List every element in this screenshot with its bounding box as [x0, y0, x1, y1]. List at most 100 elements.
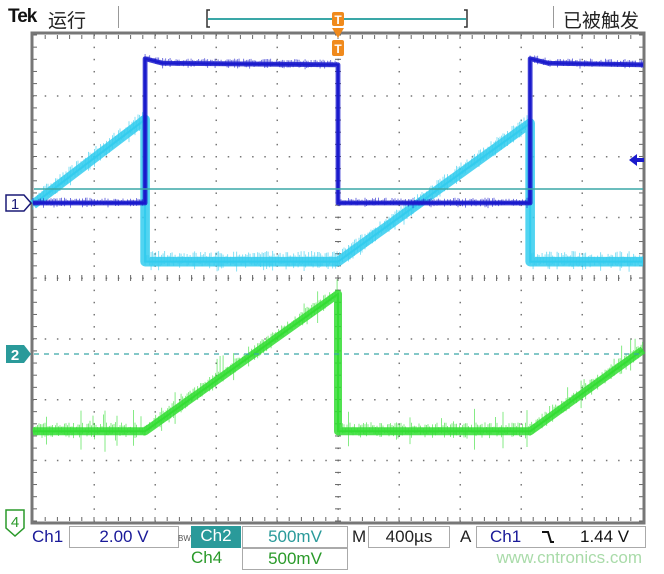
- grid-dot: [276, 168, 278, 170]
- grid-dot: [276, 216, 278, 219]
- trigger-level-arrow-icon[interactable]: [629, 154, 644, 166]
- trace-ch1: [32, 54, 644, 209]
- grid-dot: [69, 216, 71, 219]
- grid-dot: [459, 289, 461, 292]
- grid-dot: [581, 301, 583, 304]
- grid-dot: [398, 289, 400, 292]
- ch4-ground-marker[interactable]: 4: [5, 509, 25, 538]
- grid-dot: [410, 156, 413, 158]
- grid-dot: [215, 216, 217, 219]
- grid-dot: [520, 508, 522, 510]
- ch2-ground-marker[interactable]: 2: [6, 345, 31, 364]
- grid-dot: [215, 313, 217, 316]
- grid-dot: [520, 265, 522, 267]
- grid-dot: [459, 326, 461, 328]
- grid-dot: [93, 496, 95, 498]
- grid-dot: [581, 119, 583, 122]
- grid-dot: [178, 216, 181, 219]
- grid-dot: [300, 459, 303, 462]
- timebase-scale[interactable]: 400µs: [368, 526, 450, 548]
- grid-dot: [593, 156, 596, 158]
- grid-dot: [288, 338, 291, 340]
- grid-dot: [130, 95, 132, 97]
- trigger-level[interactable]: 1.44 V: [580, 527, 630, 546]
- ch1-ground-marker[interactable]: 1: [5, 194, 32, 213]
- grid-dot: [581, 216, 583, 219]
- grid-dot: [508, 459, 510, 462]
- grid-dot: [386, 216, 388, 219]
- grid-dot: [276, 228, 278, 231]
- grid-dot: [117, 95, 120, 97]
- grid-dot: [447, 338, 449, 340]
- grid-dot: [398, 399, 400, 401]
- trigger-position-marker[interactable]: T T: [332, 12, 344, 56]
- grid-dot: [422, 338, 425, 340]
- grid-dot: [239, 216, 242, 219]
- grid-dot: [154, 496, 156, 498]
- grid-dot: [605, 459, 608, 462]
- grid-dot: [93, 180, 95, 182]
- grid-dot: [154, 119, 156, 122]
- grid-dot: [215, 192, 217, 194]
- brand-logo: Tek: [8, 6, 37, 27]
- grid-dot: [93, 46, 95, 49]
- grid-dot: [581, 435, 583, 437]
- grid-dot: [581, 520, 583, 522]
- grid-dot: [459, 228, 461, 231]
- grid-dot: [276, 119, 278, 122]
- grid-dot: [520, 241, 522, 243]
- grid-dot: [398, 107, 400, 109]
- ch1-label[interactable]: Ch1: [32, 527, 64, 546]
- grid-dot: [398, 435, 400, 437]
- grid-dot: [605, 338, 608, 340]
- grid-dot: [459, 70, 461, 73]
- ch2-scale[interactable]: 500mV: [242, 526, 348, 548]
- grid-dot: [520, 459, 522, 462]
- ch2-label[interactable]: Ch2: [191, 526, 241, 548]
- grid-dot: [154, 313, 156, 316]
- grid-dot: [471, 459, 474, 462]
- grid-dot: [581, 313, 583, 316]
- grid-dot: [93, 70, 95, 73]
- grid-dot: [300, 95, 303, 97]
- grid-dot: [264, 338, 266, 340]
- grid-dot: [374, 338, 376, 340]
- grid-dot: [215, 496, 217, 498]
- grid-dot: [215, 508, 217, 510]
- grid-dot: [593, 95, 596, 97]
- svg-text:4: 4: [11, 514, 19, 531]
- ch4-label[interactable]: Ch4: [191, 548, 223, 567]
- grid-dot: [215, 119, 217, 122]
- grid-dot: [520, 70, 522, 73]
- grid-dot: [117, 399, 120, 401]
- grid-dot: [81, 95, 83, 97]
- grid-dot: [276, 70, 278, 73]
- grid-dot: [154, 228, 156, 231]
- divider: [553, 6, 554, 28]
- grid-dot: [447, 156, 449, 158]
- grid-dot: [386, 459, 388, 462]
- grid-dot: [93, 508, 95, 510]
- grid-dot: [410, 338, 413, 340]
- grid-dot: [154, 180, 156, 182]
- grid-dot: [105, 156, 108, 158]
- ch4-scale[interactable]: 500mV: [242, 548, 348, 570]
- trigger-source[interactable]: Ch1: [490, 527, 522, 546]
- grid-dot: [154, 520, 156, 522]
- grid-dot: [93, 447, 95, 450]
- grid-dot: [215, 386, 217, 389]
- grid-dot: [313, 459, 315, 462]
- grid-dot: [264, 459, 266, 462]
- grid-dot: [398, 459, 400, 462]
- ch1-scale[interactable]: 2.00 V: [69, 526, 179, 548]
- grid-dot: [276, 350, 278, 352]
- grid-dot: [154, 107, 156, 109]
- grid-dot: [166, 156, 169, 158]
- grid-dot: [618, 216, 620, 219]
- grid-dot: [215, 374, 217, 377]
- grid-dot: [215, 131, 217, 134]
- grid-dot: [142, 338, 144, 340]
- grid-dot: [410, 399, 413, 401]
- run-state[interactable]: 运行: [48, 11, 87, 32]
- grid-dot: [252, 156, 254, 158]
